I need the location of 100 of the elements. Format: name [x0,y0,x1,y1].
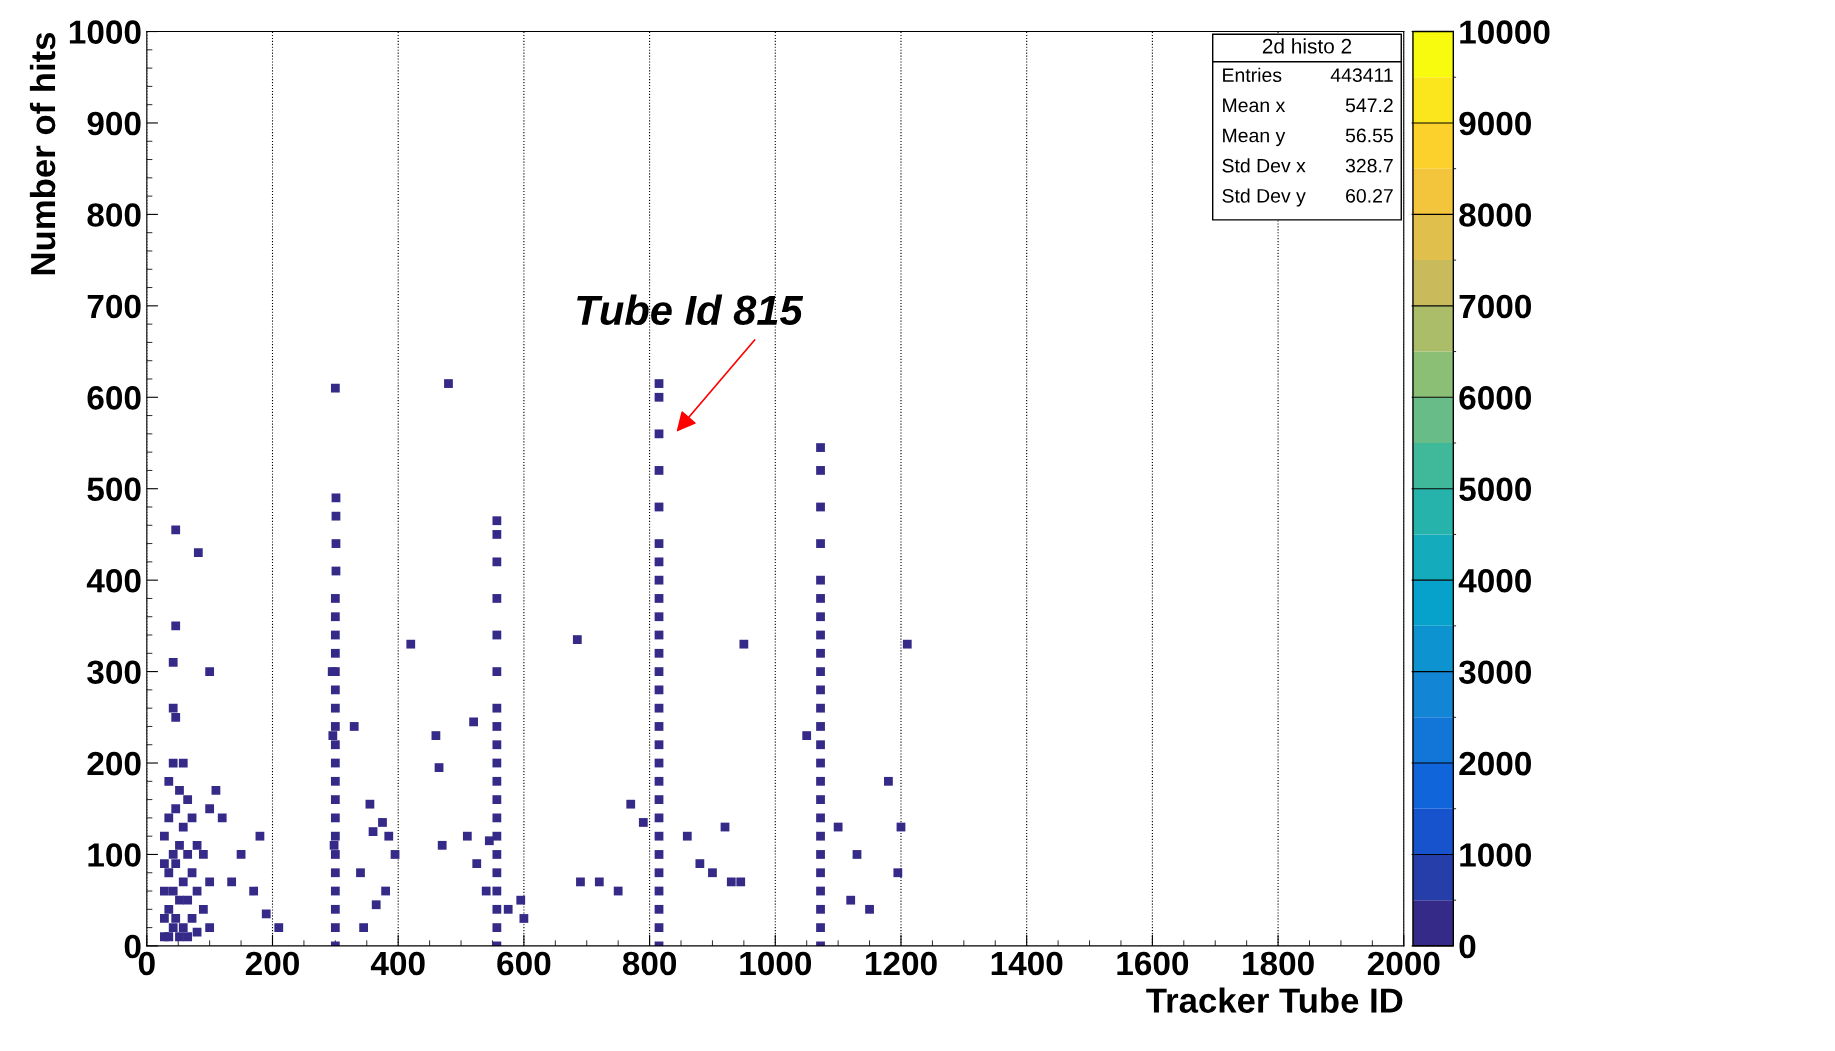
annotation: 2d histo 2 [1262,38,1352,54]
point [330,758,340,768]
point [816,795,825,804]
point [164,868,174,878]
point [178,923,188,932]
annotation: 443411 [1330,68,1393,83]
point [626,799,636,809]
y-tick-label: 300 [87,660,141,685]
point [249,886,259,896]
y-tick-label: 500 [87,477,141,502]
point [168,758,178,768]
point [816,722,825,731]
point [171,914,181,923]
point [255,831,265,841]
annotation: Std Dev x [1222,158,1306,173]
point [492,557,502,567]
point [816,703,825,713]
point [330,722,340,731]
point [654,392,664,402]
point [654,685,664,695]
point [865,904,874,914]
point [381,886,391,896]
point [211,786,221,795]
point [217,813,227,823]
point [330,703,340,713]
color-bar-label: 7000 [1459,294,1531,319]
point [171,525,181,535]
x-tick-label: 1600 [1117,951,1189,976]
point [331,493,341,503]
point [356,868,365,878]
x-tick-label: 1000 [740,951,811,976]
point [492,886,502,896]
annotation: 547.2 [1345,98,1393,113]
x-axis-title: Tracker Tube ID [1146,987,1403,1013]
point [695,859,705,868]
point [330,904,340,914]
color-bar-label: 10000 [1460,20,1550,44]
point [816,886,825,896]
point [492,703,502,713]
annotation: Tube Id 815 [577,294,804,326]
point [349,722,359,731]
annotation: Mean y [1223,128,1286,147]
point [893,868,903,878]
point [160,831,169,841]
point [183,895,193,905]
point [205,923,215,932]
point [164,904,174,914]
point [816,776,825,786]
point [654,831,664,841]
point [613,886,623,896]
point [654,612,664,622]
x-tick-label: 1200 [866,951,937,976]
point [437,840,447,850]
point [330,740,340,750]
point [164,932,174,942]
point [192,927,202,937]
point [330,831,340,841]
point [654,795,664,804]
point [654,557,664,567]
point [160,914,169,923]
point [330,795,340,804]
point [492,722,502,731]
point [330,594,340,603]
point [330,868,340,878]
color-bar-label: 6000 [1459,386,1531,410]
point [708,868,717,878]
point [492,795,502,804]
point [187,914,197,923]
point [171,859,181,868]
point [816,813,825,823]
point [654,575,664,585]
point [187,868,197,878]
point [329,840,339,850]
point [654,776,664,786]
point [160,859,169,868]
point [816,758,825,768]
point [274,923,284,932]
point [406,639,416,649]
x-tick-label: 200 [245,951,299,976]
point [192,840,202,850]
point [330,850,340,859]
point [654,539,664,548]
annotation: 60.27 [1346,188,1393,203]
color-bar-label: 8000 [1459,203,1531,227]
point [638,818,648,827]
point [178,758,188,768]
point [816,612,825,622]
point [359,923,369,932]
x-tick-label: 400 [370,951,425,976]
point [594,877,604,887]
point [492,868,502,878]
point [178,822,188,832]
point [492,594,502,603]
point [331,539,341,548]
point [183,795,193,804]
point [519,914,529,923]
point [654,594,664,603]
point [390,850,400,859]
point [205,804,215,814]
point [654,379,664,388]
